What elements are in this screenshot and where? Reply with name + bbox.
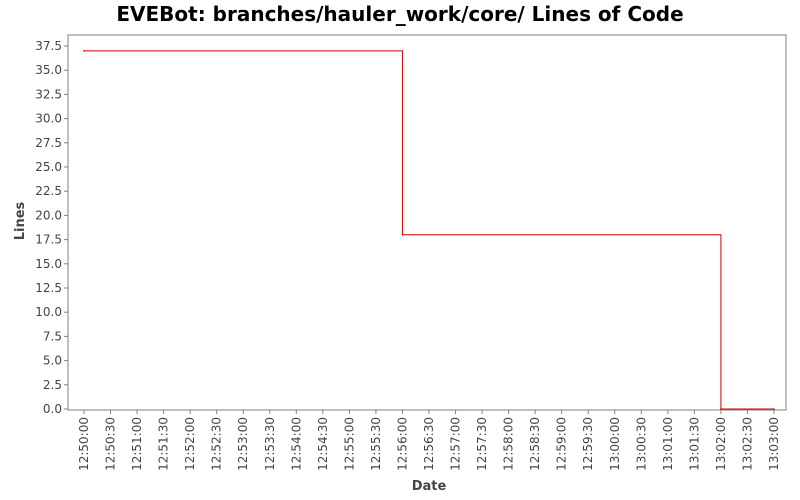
x-tick-label: 12:55:30: [369, 417, 383, 471]
x-tick-label: 12:53:30: [263, 417, 277, 471]
x-tick-label: 12:59:00: [555, 417, 569, 471]
y-tick-label: 25.0: [35, 160, 62, 174]
x-tick-label: 13:03:00: [767, 417, 781, 471]
x-tick-label: 13:00:00: [608, 417, 622, 471]
y-tick-label: 2.5: [43, 378, 62, 392]
x-axis-title: Date: [412, 479, 447, 494]
x-axis: 12:50:00 12:50:30 12:51:00 12:51:30 12:52:00…: [77, 410, 781, 471]
x-tick-label: 13:01:30: [687, 417, 701, 471]
x-tick-label: 12:57:00: [449, 417, 463, 471]
x-tick-label: 13:01:00: [661, 417, 675, 471]
y-tick-label: 7.5: [43, 329, 62, 343]
y-tick-label: 32.5: [35, 87, 62, 101]
x-tick-label: 13:00:30: [634, 417, 648, 471]
x-tick-label: 12:51:30: [157, 417, 171, 471]
y-tick-label: 10.0: [35, 305, 62, 319]
x-tick-label: 13:02:00: [714, 417, 728, 471]
y-axis-title: Lines: [13, 201, 28, 240]
data-point: [401, 233, 404, 236]
x-tick-label: 12:58:30: [528, 417, 542, 471]
y-tick-label: 17.5: [35, 233, 62, 247]
x-tick-label: 12:56:00: [395, 417, 409, 471]
x-tick-label: 12:53:00: [236, 417, 250, 471]
x-tick-label: 12:55:00: [342, 417, 356, 471]
data-point: [83, 50, 85, 52]
plot-area: [67, 34, 787, 411]
x-tick-label: 13:02:30: [740, 417, 754, 471]
x-tick-label: 12:52:00: [183, 417, 197, 471]
x-tick-label: 12:59:30: [581, 417, 595, 471]
chart-title: EVEBot: branches/hauler_work/core/ Lines…: [116, 2, 684, 26]
data-point: [720, 408, 722, 410]
y-tick-label: 15.0: [35, 257, 62, 271]
x-tick-label: 12:54:30: [316, 417, 330, 471]
y-tick-label: 37.5: [35, 39, 62, 53]
x-tick-label: 12:57:30: [475, 417, 489, 471]
x-tick-label: 12:52:30: [210, 417, 224, 471]
x-tick-label: 12:54:00: [289, 417, 303, 471]
y-tick-label: 5.0: [43, 354, 62, 368]
y-tick-label: 0.0: [43, 402, 62, 416]
series-layer: [83, 50, 775, 410]
y-tick-label: 22.5: [35, 184, 62, 198]
y-tick-label: 35.0: [35, 63, 62, 77]
series-line: [84, 50, 774, 410]
x-tick-label: 12:51:00: [130, 417, 144, 471]
x-tick-label: 12:50:00: [77, 417, 91, 471]
y-tick-label: 20.0: [35, 208, 62, 222]
y-axis: 0.0 2.5 5.0 7.5 10.0 12.5 15.0 17.5 20.0 22.5 25.0…: [35, 39, 68, 416]
data-point: [773, 408, 775, 410]
y-tick-label: 30.0: [35, 112, 62, 126]
x-tick-label: 12:58:00: [502, 417, 516, 471]
y-tick-label: 27.5: [35, 136, 62, 150]
x-tick-label: 12:56:30: [422, 417, 436, 471]
x-tick-label: 12:50:30: [104, 417, 118, 471]
y-tick-label: 12.5: [35, 281, 62, 295]
